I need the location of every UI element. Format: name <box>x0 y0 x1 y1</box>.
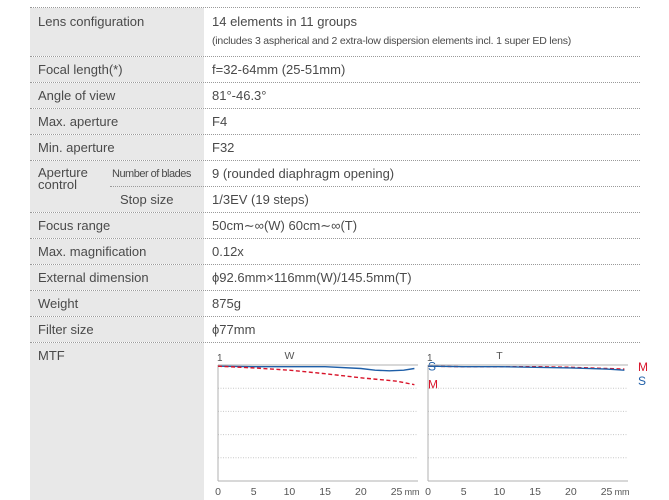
row-divider <box>110 186 640 187</box>
label-cell-max-magnification <box>30 239 204 264</box>
number-of-blades-label: Number of blades <box>112 168 191 180</box>
number-of-blades-value: 9 (rounded diaphragm opening) <box>212 166 395 181</box>
stop-size-label: Stop size <box>120 192 174 207</box>
stop-size-value: 1/3EV (19 steps) <box>212 192 309 207</box>
min-aperture-label: Min. aperture <box>38 140 115 155</box>
label-cell-external-dimension <box>30 265 204 290</box>
label-cell-mtf <box>30 343 204 500</box>
mtf-x-tick-label: 25 <box>601 486 613 498</box>
aperture-control-label-line1: Aperture <box>38 165 88 180</box>
mtf-x-tick-label: 10 <box>284 486 296 498</box>
max-aperture-label: Max. aperture <box>38 114 119 129</box>
mtf-x-tick-label: 10 <box>494 486 506 498</box>
angle-of-view-value: 81°-46.3° <box>212 88 267 103</box>
row-divider <box>30 82 640 83</box>
mtf-x-tick-label: 5 <box>461 486 467 498</box>
row-divider <box>30 342 640 343</box>
mtf-x-tick-label: 20 <box>565 486 577 498</box>
mtf-x-tick-label: 20 <box>355 486 367 498</box>
focal-length-value: f=32-64mm (25-51mm) <box>212 62 346 77</box>
mtf-x-tick-label: 0 <box>425 486 431 498</box>
row-divider <box>30 290 640 291</box>
filter-size-label: Filter size <box>38 322 94 337</box>
mtf-x-tick-label: 15 <box>319 486 331 498</box>
label-cell-focal-length <box>30 57 204 82</box>
focal-length-label: Focal length(*) <box>38 62 123 77</box>
row-divider <box>30 56 640 57</box>
mtf-chart-title: W <box>284 350 294 362</box>
weight-label: Weight <box>38 296 79 311</box>
max-magnification-value: 0.12x <box>212 244 244 259</box>
mtf-label: MTF <box>38 348 65 363</box>
filter-size-value: ϕ77mm <box>212 322 256 337</box>
label-cell-min-aperture <box>30 135 204 160</box>
max-aperture-value: F4 <box>212 114 228 129</box>
row-divider <box>30 7 640 8</box>
mtf-series-s <box>217 365 415 372</box>
mtf-y-tick-label: 1 <box>217 353 223 364</box>
mtf-x-tick-label: 15 <box>529 486 541 498</box>
mtf-series-label-m: M <box>638 360 648 374</box>
aperture-control-label-line2: control <box>38 177 78 192</box>
row-divider <box>30 134 640 135</box>
mtf-y-tick-label: 1 <box>427 353 433 364</box>
spec-sheet: Lens configuration Focal length(*) Angle… <box>30 0 648 500</box>
label-cell-focus-range <box>30 213 204 238</box>
weight-value: 875g <box>212 296 241 311</box>
lens-configuration-label: Lens configuration <box>38 14 145 29</box>
mtf-chart-title: T <box>496 350 503 362</box>
lens-configuration-value: 14 elements in 11 groups <box>212 14 358 29</box>
mtf-series-s <box>427 365 625 371</box>
row-divider <box>30 264 640 265</box>
mtf-x-unit: mm <box>615 487 630 497</box>
label-cell-weight <box>30 291 204 316</box>
focus-range-value: 50cm∼∞(W) 60cm∼∞(T) <box>212 218 358 233</box>
external-dimension-label: External dimension <box>38 270 149 285</box>
external-dimension-value: ϕ92.6mm×116mm(W)/145.5mm(T) <box>212 270 412 285</box>
min-aperture-value: F32 <box>212 140 235 155</box>
mtf-series-m <box>217 365 415 386</box>
row-divider <box>30 108 640 109</box>
label-cell-max-aperture <box>30 109 204 134</box>
angle-of-view-label: Angle of view <box>38 88 116 103</box>
row-divider <box>30 316 640 317</box>
row-divider <box>30 212 640 213</box>
mtf-series-label-m: M <box>428 378 438 392</box>
focus-range-label: Focus range <box>38 218 111 233</box>
mtf-x-tick-label: 25 <box>391 486 403 498</box>
label-cell-lens-configuration <box>30 8 204 56</box>
label-cell-filter-size <box>30 317 204 342</box>
mtf-x-tick-label: 0 <box>215 486 221 498</box>
mtf-series-label-s: S <box>638 374 646 388</box>
lens-configuration-note: (includes 3 aspherical and 2 extra-low d… <box>212 35 572 47</box>
row-divider <box>30 160 640 161</box>
mtf-x-tick-label: 5 <box>251 486 257 498</box>
row-divider <box>30 238 640 239</box>
label-cell-angle-of-view <box>30 83 204 108</box>
max-magnification-label: Max. magnification <box>38 244 147 259</box>
mtf-x-unit: mm <box>405 487 420 497</box>
